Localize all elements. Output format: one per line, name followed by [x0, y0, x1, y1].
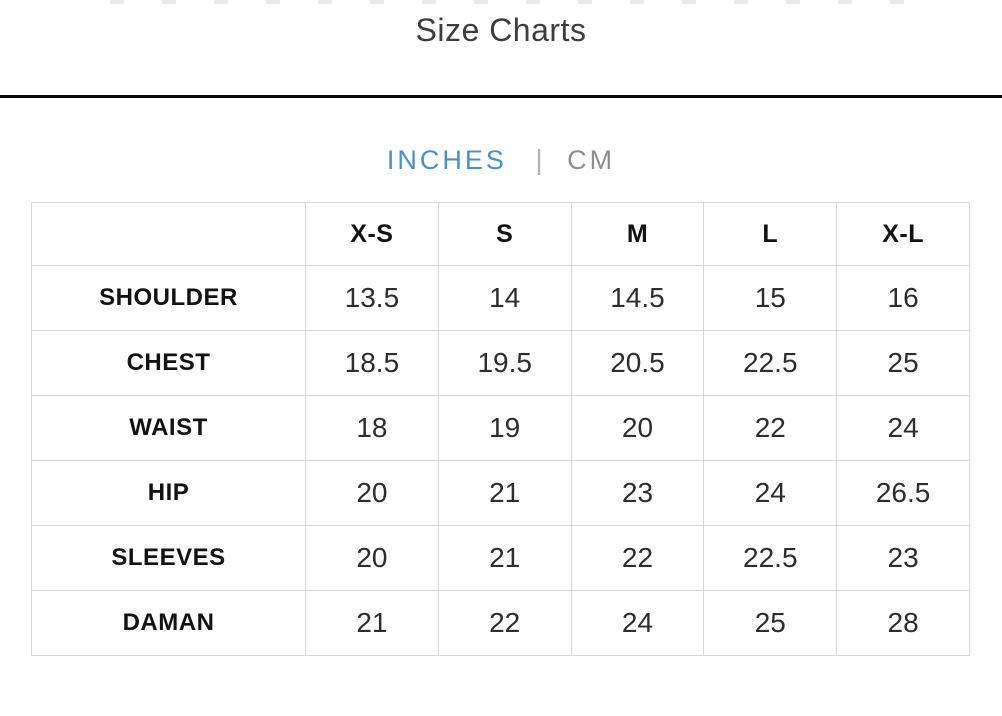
cell-value: 23	[836, 525, 970, 591]
cell-value: 20	[305, 525, 439, 591]
cell-value: 21	[305, 590, 439, 656]
cell-value: 18	[305, 395, 439, 461]
cell-value: 14	[437, 265, 572, 331]
row-label: SLEEVES	[31, 525, 306, 591]
cell-value: 24	[836, 395, 970, 461]
page-title: Size Charts	[415, 12, 587, 48]
column-header-l: L	[703, 202, 838, 266]
unit-option-inches[interactable]: INCHES	[386, 145, 507, 175]
table-row-sleeves: SLEEVES 20 21 22 22.5 23	[31, 525, 970, 591]
cell-value: 20	[570, 395, 705, 461]
cell-value: 26.5	[836, 460, 970, 526]
cell-value: 23	[570, 460, 705, 526]
cell-value: 25	[836, 330, 970, 396]
cell-value: 24	[703, 460, 838, 526]
cell-value: 24	[570, 590, 705, 656]
row-label: CHEST	[31, 330, 306, 396]
corner-cell	[31, 202, 306, 266]
row-label: WAIST	[31, 395, 306, 461]
cell-value: 22.5	[703, 525, 838, 591]
column-header-xs: X-S	[305, 202, 439, 266]
column-header-m: M	[570, 202, 705, 266]
cell-value: 28	[836, 590, 970, 656]
unit-option-cm[interactable]: CM	[567, 145, 616, 175]
size-chart-table: X-S S M L X-L SHOULDER 13.5 14 14.5 15 1…	[31, 202, 970, 656]
cell-value: 19.5	[437, 330, 572, 396]
unit-toggle: INCHES | CM	[0, 144, 1002, 176]
cell-value: 22	[703, 395, 838, 461]
row-label: HIP	[31, 460, 306, 526]
table-row-daman: DAMAN 21 22 24 25 28	[31, 590, 970, 656]
table-row-hip: HIP 20 21 23 24 26.5	[31, 460, 970, 526]
column-header-xl: X-L	[836, 202, 970, 266]
table-row-chest: CHEST 18.5 19.5 20.5 22.5 25	[31, 330, 970, 396]
cell-value: 22	[570, 525, 705, 591]
cell-value: 22	[437, 590, 572, 656]
cell-value: 21	[437, 460, 572, 526]
clipped-text-artifact	[110, 0, 910, 4]
row-label: SHOULDER	[31, 265, 306, 331]
column-header-s: S	[437, 202, 572, 266]
table-row-waist: WAIST 18 19 20 22 24	[31, 395, 970, 461]
header-divider	[0, 95, 1002, 98]
cell-value: 22.5	[703, 330, 838, 396]
cell-value: 13.5	[305, 265, 439, 331]
cell-value: 20	[305, 460, 439, 526]
cell-value: 15	[703, 265, 838, 331]
cell-value: 19	[437, 395, 572, 461]
cell-value: 16	[836, 265, 970, 331]
unit-separator: |	[535, 144, 543, 175]
cell-value: 25	[703, 590, 838, 656]
cell-value: 20.5	[570, 330, 705, 396]
table-header-row: X-S S M L X-L	[31, 202, 970, 266]
table-row-shoulder: SHOULDER 13.5 14 14.5 15 16	[31, 265, 970, 331]
row-label: DAMAN	[31, 590, 306, 656]
cell-value: 18.5	[305, 330, 439, 396]
cell-value: 21	[437, 525, 572, 591]
cell-value: 14.5	[570, 265, 705, 331]
